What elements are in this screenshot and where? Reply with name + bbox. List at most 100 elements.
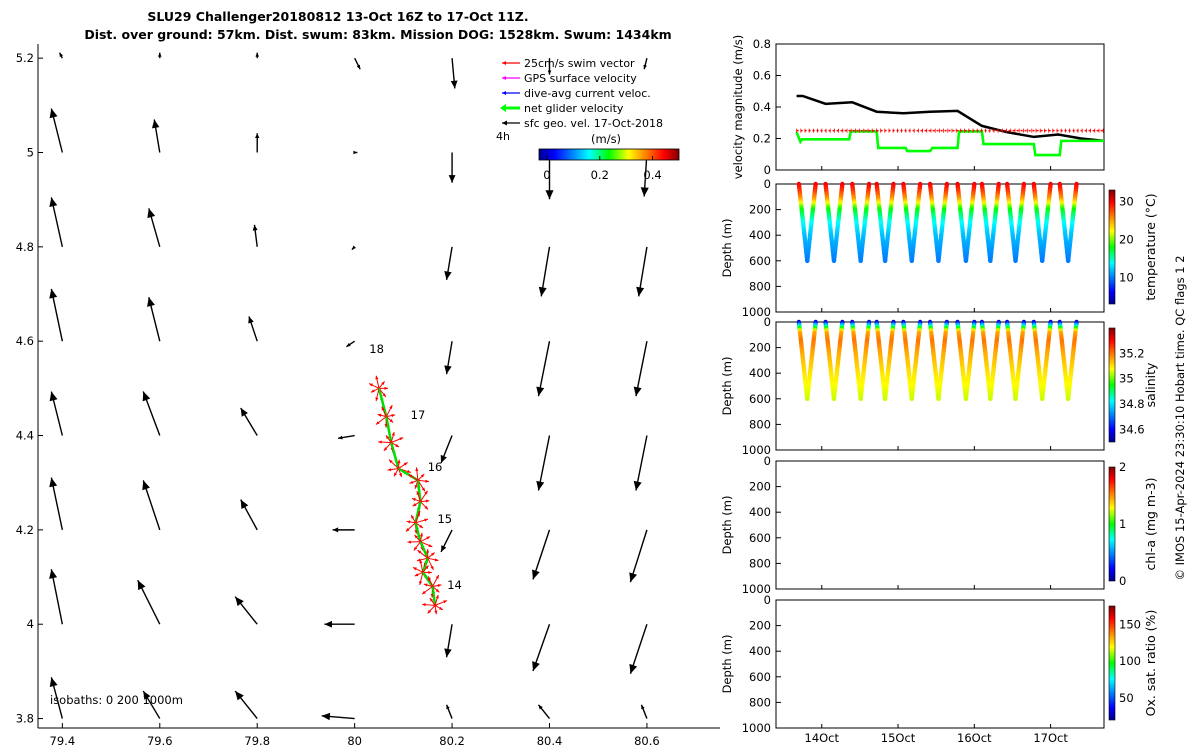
sfc-vector <box>49 478 62 530</box>
velocity-panel: 00.20.40.60.8 velocity magnitude (m/s) <box>731 35 1104 180</box>
section-colorbar <box>1109 328 1115 442</box>
sfc-vector-head <box>352 245 356 249</box>
sfc-vector <box>539 705 550 719</box>
sfc-vector-head <box>641 187 649 196</box>
section-colorbar-tick-label: 35.2 <box>1119 346 1145 360</box>
sfc-vector <box>634 341 647 396</box>
swim-vector-head <box>422 603 426 606</box>
map-xtick-label: 80.4 <box>537 734 563 748</box>
swim-vector <box>369 384 379 389</box>
section-ytick-label: 400 <box>749 644 771 658</box>
sfc-vector-head <box>629 572 637 582</box>
section-ytick-label: 200 <box>749 619 771 633</box>
swim-vector <box>386 405 392 417</box>
swim-vector <box>407 540 420 543</box>
swim-vector <box>422 603 435 606</box>
velocity-ylabel: velocity magnitude (m/s) <box>731 35 745 180</box>
sfc-vector <box>253 225 258 247</box>
profile-sample <box>858 397 862 401</box>
sfc-vector <box>629 530 647 582</box>
sfc-vector <box>235 691 257 719</box>
map-ytick-label: 4.6 <box>16 334 34 348</box>
time-tick-label: 17Oct <box>1033 731 1068 745</box>
section-colorbar <box>1109 606 1115 720</box>
map-xtick-label: 80 <box>347 734 362 748</box>
legend-current: dive-avg current veloc. <box>502 87 651 100</box>
section-colorbar-tick-label: 30 <box>1119 194 1134 208</box>
section-colorbar-tick-label: 1 <box>1119 517 1126 531</box>
legend-sfc-head <box>502 121 507 126</box>
map-colorbar-tick-label: 0.2 <box>591 168 609 182</box>
sfc-vector <box>444 247 452 280</box>
swim-vector <box>406 523 416 532</box>
legend-swim-head <box>502 61 506 65</box>
map-xtick-label: 79.8 <box>244 734 270 748</box>
sfc-vector <box>333 527 355 532</box>
sfc-vector <box>352 245 356 249</box>
current-speed-line <box>797 96 1104 141</box>
profile-sample <box>910 259 914 263</box>
sfc-vector-head <box>536 387 544 397</box>
legend-current-label: dive-avg current veloc. <box>524 87 651 100</box>
sfc-vector-head <box>629 664 637 674</box>
swim-vector-head <box>385 387 389 390</box>
sfc-vector <box>532 624 549 671</box>
section-ytick-label: 600 <box>749 670 771 684</box>
swim-vector <box>411 515 415 523</box>
swim-vector <box>409 475 418 481</box>
profile-sample <box>1066 397 1070 401</box>
swim-vector <box>391 437 403 442</box>
section-ytick-label: 1000 <box>742 721 771 735</box>
swim-vector-head <box>407 540 411 543</box>
profile-sample <box>805 397 809 401</box>
swim-vector-head <box>426 549 429 553</box>
section-ytick-label: 400 <box>749 228 771 242</box>
day-label: 14 <box>447 578 462 592</box>
section-colorbar-tick-label: 34.8 <box>1119 397 1145 411</box>
section-ytick-label: 0 <box>764 315 771 329</box>
sfc-vector-head <box>147 297 155 307</box>
legend-swim-label: 25cm/s swim vector <box>524 57 635 70</box>
section-colorbar-label: chl-a (mg m-3) <box>1143 478 1158 571</box>
velocity-frame <box>776 44 1104 170</box>
velocity-ytick-label: 0.2 <box>753 132 771 146</box>
sfc-vector-head <box>241 408 248 417</box>
map-ytick-label: 5 <box>27 145 34 159</box>
swim-vector <box>413 567 423 572</box>
map-ytick-label: 4 <box>27 617 34 631</box>
sfc-vector <box>353 151 357 155</box>
legend-net: net glider velocity <box>500 102 624 115</box>
swim-vector <box>428 605 435 613</box>
swim-vector-head <box>415 485 418 489</box>
day-label: 15 <box>437 512 452 526</box>
profile-sample <box>964 259 968 263</box>
sfc-vector <box>444 341 452 374</box>
section-colorbar-tick-label: 150 <box>1119 617 1141 631</box>
sfc-vector-head <box>235 691 244 700</box>
sfc-vector-head <box>49 478 57 488</box>
profile-sample <box>936 259 940 263</box>
section-colorbar-tick-label: 35 <box>1119 372 1134 386</box>
map-ytick-label: 3.8 <box>16 712 34 726</box>
sfc-vector-head <box>49 289 57 299</box>
sfc-vector <box>138 580 160 624</box>
swim-vector <box>384 443 391 451</box>
profile-sample <box>832 259 836 263</box>
swim-vector <box>428 558 434 570</box>
section-ylabel: Depth (m) <box>720 635 734 694</box>
section-ytick-label: 800 <box>749 556 771 570</box>
sfc-vector <box>255 53 259 59</box>
sfc-vector <box>338 436 355 440</box>
swim-vector-head <box>397 460 400 464</box>
section-ytick-label: 0 <box>764 454 771 468</box>
velocity-ytick-label: 0 <box>764 163 771 177</box>
sfc-vector <box>49 569 62 624</box>
section-ytick-label: 200 <box>749 341 771 355</box>
title-line-1: SLU29 Challenger20180812 13-Oct 16Z to 1… <box>147 9 528 24</box>
sfc-vector-head <box>353 151 357 155</box>
swim-vector <box>435 600 447 605</box>
title-line-2: Dist. over ground: 57km. Dist. swum: 83k… <box>84 27 671 42</box>
